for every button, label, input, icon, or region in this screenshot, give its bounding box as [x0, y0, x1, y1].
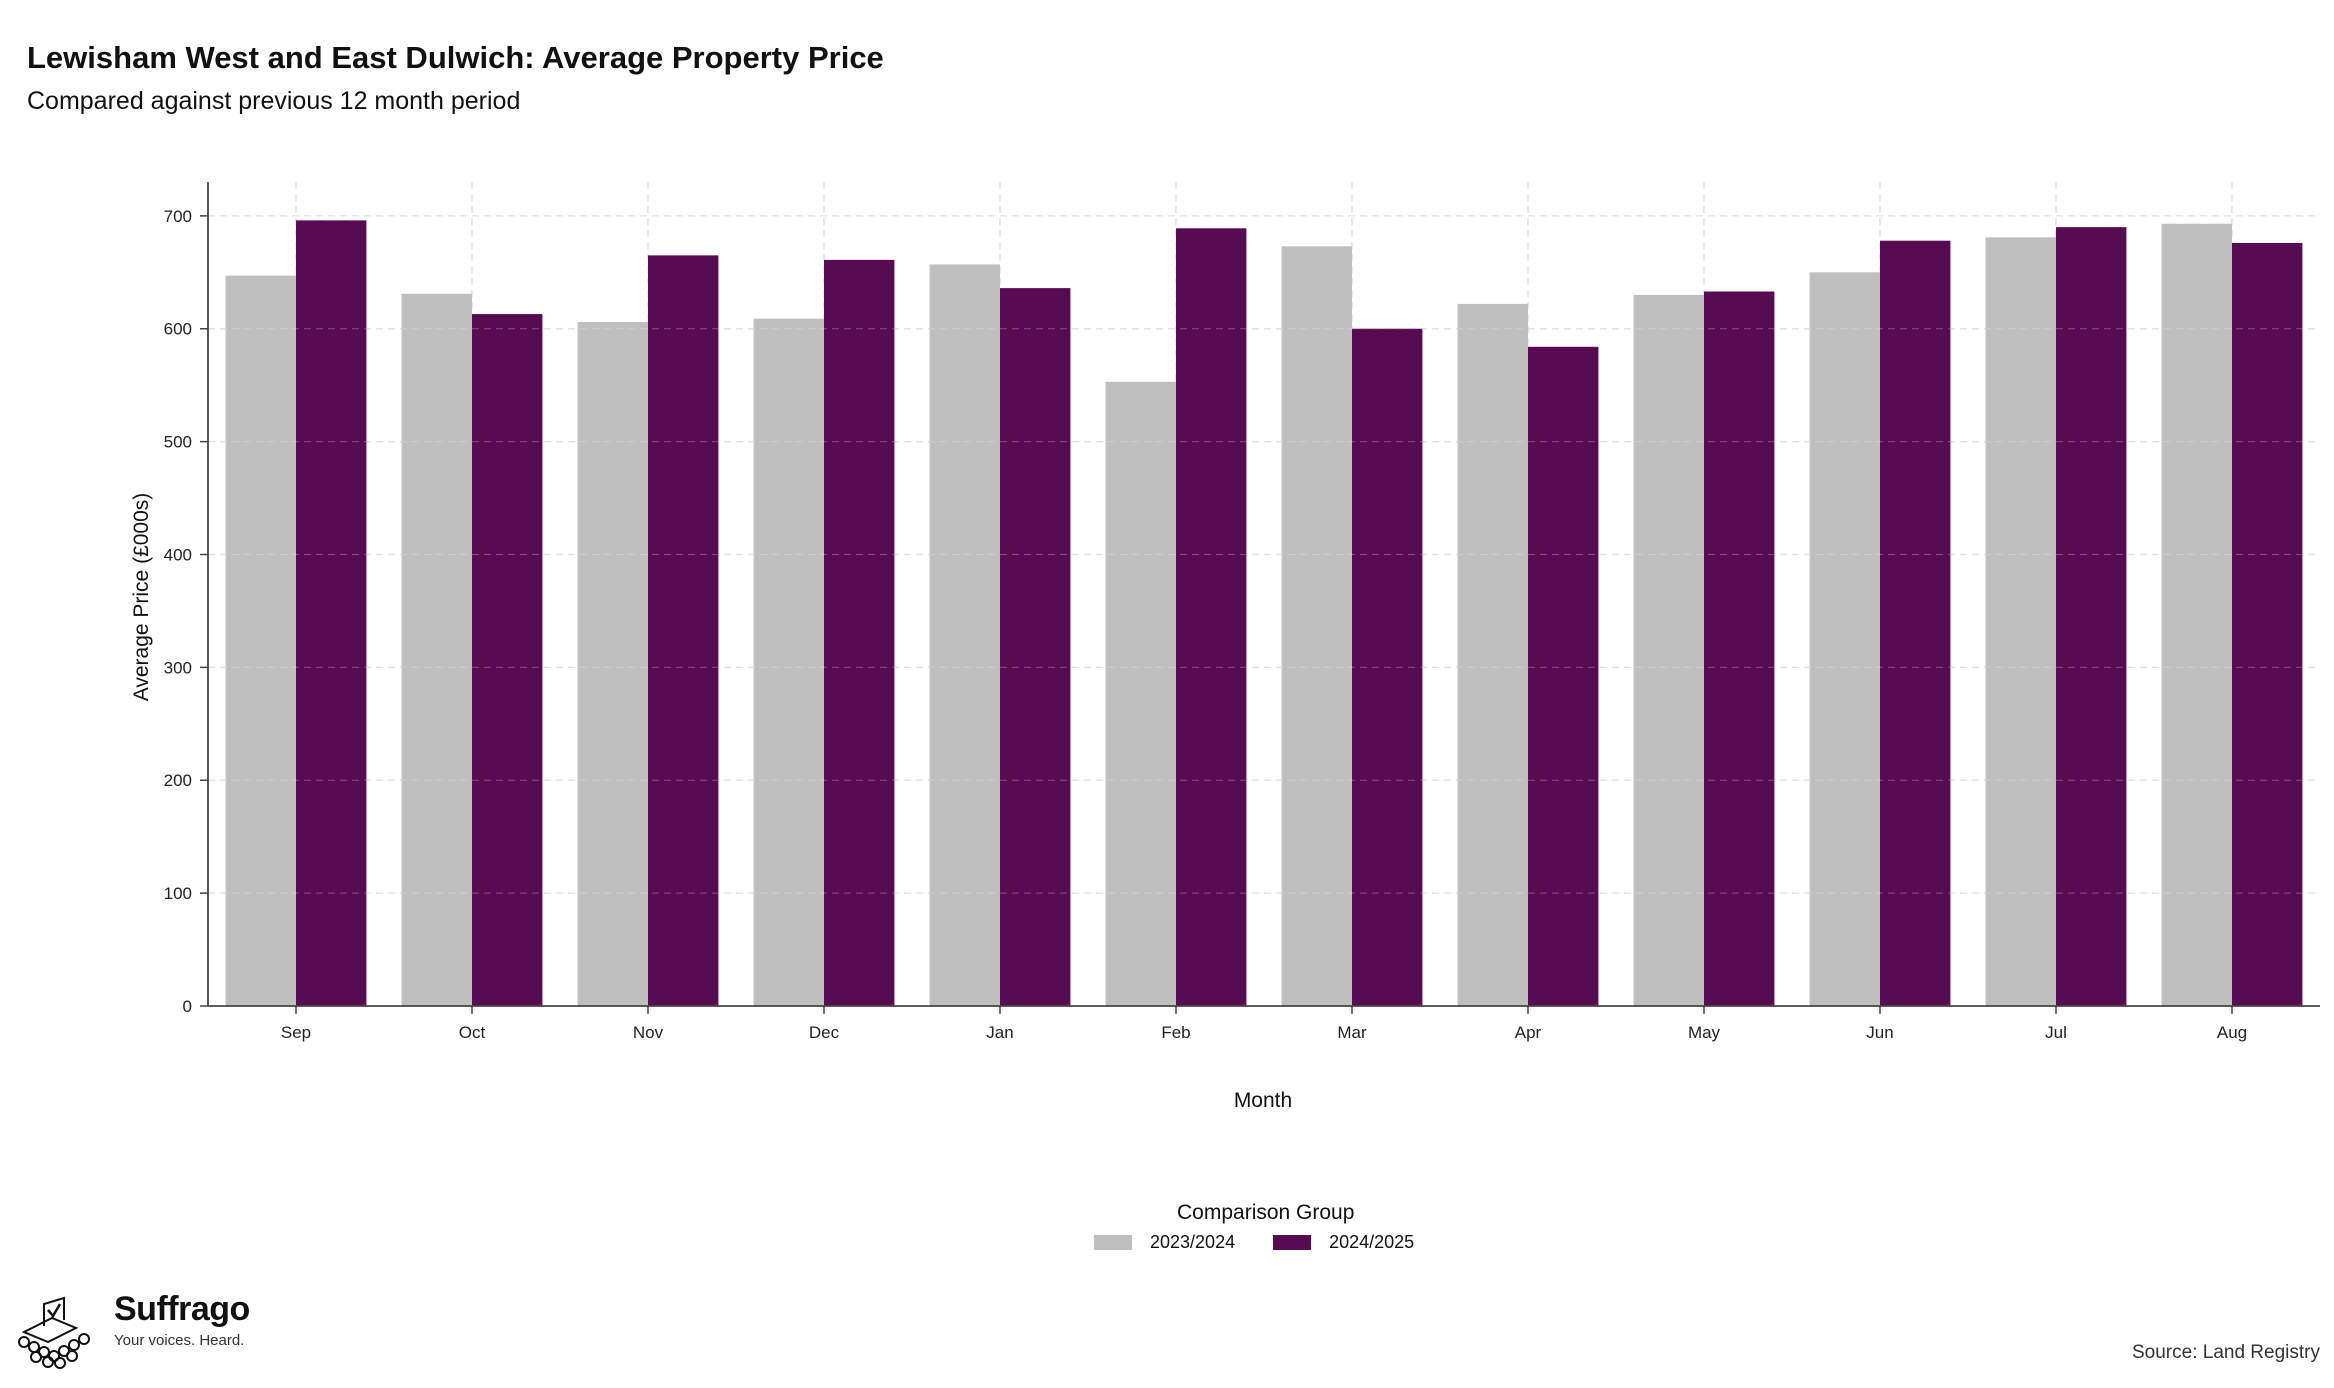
bar-oct-2024-2025 — [472, 314, 543, 1006]
brand-name: Suffrago — [114, 1290, 250, 1328]
y-tick-labels: 0 100 200 300 400 500 600 700 — [164, 207, 192, 1016]
x-tick-label: Nov — [633, 1023, 664, 1042]
bar-apr-2024-2025 — [1528, 346, 1599, 1006]
y-tick-label: 100 — [164, 884, 192, 903]
x-tick-label: Dec — [809, 1023, 840, 1042]
bar-may-2024-2025 — [1704, 291, 1775, 1006]
bar-aug-2024-2025 — [2232, 242, 2303, 1006]
y-tick-label: 500 — [164, 433, 192, 452]
bar-nov-2024-2025 — [648, 255, 719, 1006]
bar-jun-2023-2024 — [1809, 272, 1880, 1006]
bar-feb-2023-2024 — [1105, 381, 1176, 1007]
bar-jan-2023-2024 — [929, 264, 1000, 1006]
legend-item-2023-2024: 2023/2024 — [1094, 1232, 1235, 1253]
y-tick-label: 600 — [164, 320, 192, 339]
bar-jul-2023-2024 — [1985, 237, 2056, 1007]
legend-title: Comparison Group — [1177, 1201, 1355, 1224]
x-tick-label: Aug — [2217, 1023, 2247, 1042]
brand-tagline: Your voices. Heard. — [114, 1332, 245, 1349]
bar-may-2023-2024 — [1633, 294, 1704, 1006]
x-tick-label: Mar — [1337, 1023, 1367, 1042]
bar-jan-2024-2025 — [1000, 288, 1071, 1006]
y-axis-title: Average Price (£000s) — [130, 493, 153, 702]
bar-sep-2023-2024 — [225, 275, 296, 1006]
x-tick-label: May — [1688, 1023, 1721, 1042]
x-axis-title: Month — [1234, 1089, 1292, 1112]
chart-subtitle: Compared against previous 12 month perio… — [27, 87, 521, 115]
chart-title: Lewisham West and East Dulwich: Average … — [27, 40, 884, 75]
legend-label: 2023/2024 — [1150, 1232, 1236, 1252]
axes — [200, 182, 2320, 1014]
x-tick-label: Sep — [281, 1023, 311, 1042]
y-tick-label: 400 — [164, 545, 192, 564]
x-tick-label: Feb — [1161, 1023, 1190, 1042]
bar-apr-2023-2024 — [1457, 303, 1528, 1006]
legend-item-2024-2025: 2024/2025 — [1273, 1232, 1414, 1253]
y-tick-label: 0 — [183, 997, 192, 1016]
legend-swatch — [1094, 1235, 1132, 1250]
x-tick-label: Oct — [459, 1023, 486, 1042]
bar-chart: 0 100 200 300 400 500 600 700 Sep Oct Nov Dec Jan Fe… — [130, 182, 2320, 1112]
y-tick-label: 300 — [164, 658, 192, 677]
bar-mar-2024-2025 — [1352, 328, 1423, 1006]
ballot-box-icon — [18, 1296, 90, 1369]
bar-jul-2024-2025 — [2056, 227, 2127, 1006]
bar-oct-2023-2024 — [401, 293, 472, 1007]
x-tick-labels: Sep Oct Nov Dec Jan Feb Mar Apr May Jun Jul Aug — [281, 1023, 2247, 1042]
source-note: Source: Land Registry — [2132, 1342, 2320, 1363]
bar-dec-2023-2024 — [753, 318, 824, 1006]
bar-feb-2024-2025 — [1176, 228, 1247, 1007]
x-tick-label: Jul — [2045, 1023, 2067, 1042]
suffrago-logo: Suffrago Your voices. Heard. — [14, 1290, 250, 1370]
bar-mar-2023-2024 — [1281, 246, 1352, 1006]
bar-sep-2024-2025 — [296, 220, 367, 1007]
legend-swatch — [1273, 1235, 1312, 1250]
bars — [208, 215, 2320, 1007]
bar-jun-2024-2025 — [1880, 240, 1951, 1006]
x-tick-label: Apr — [1515, 1023, 1542, 1042]
legend: 2023/2024 2024/2025 — [1094, 1232, 1452, 1253]
bar-nov-2023-2024 — [577, 321, 648, 1006]
x-tick-label: Jun — [1866, 1023, 1893, 1042]
bar-aug-2023-2024 — [2161, 223, 2232, 1006]
x-tick-label: Jan — [986, 1023, 1013, 1042]
y-tick-label: 700 — [164, 207, 192, 226]
y-tick-label: 200 — [164, 771, 192, 790]
bar-dec-2024-2025 — [824, 259, 895, 1007]
legend-label: 2024/2025 — [1329, 1232, 1415, 1252]
